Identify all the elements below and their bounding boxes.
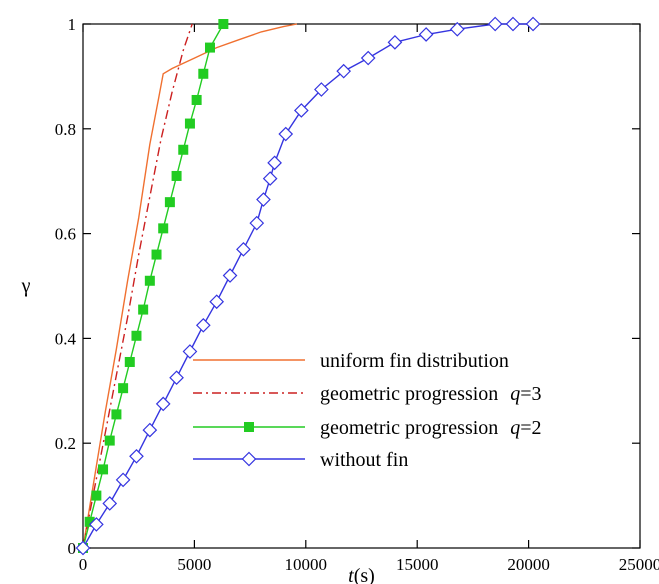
data-point-marker <box>142 422 158 438</box>
data-point-marker <box>278 126 294 142</box>
x-axis-label-symbol: t <box>348 565 354 584</box>
x-tick-label: 0 <box>79 555 88 574</box>
data-point-marker <box>249 215 265 231</box>
data-point-marker <box>164 197 175 208</box>
data-point-marker <box>487 16 503 32</box>
series <box>75 16 541 556</box>
x-tick-label: 5000 <box>177 555 211 574</box>
data-point-marker <box>256 192 271 207</box>
data-point-marker <box>171 170 182 181</box>
legend-entry: geometric progression q=2 <box>193 417 542 439</box>
legend-label: geometric progression q=3 <box>320 383 542 405</box>
data-point-marker <box>131 330 142 341</box>
series <box>82 23 193 549</box>
data-point-marker <box>336 63 352 79</box>
y-axis-label: γ <box>21 275 31 297</box>
series-line <box>82 23 534 549</box>
x-axis-label: t(s) <box>348 565 375 584</box>
series-line <box>82 23 193 549</box>
data-point-marker <box>209 294 225 310</box>
legend-label: without fin <box>320 449 408 471</box>
data-point-marker <box>262 171 278 186</box>
data-point-marker <box>129 448 144 464</box>
legend: uniform fin distribution geometric progre… <box>193 350 542 471</box>
data-point-marker <box>91 490 102 501</box>
data-point-marker <box>124 356 135 367</box>
plot-area <box>82 23 641 549</box>
data-point-marker <box>118 383 129 394</box>
x-tick-label: 15000 <box>396 555 439 574</box>
legend-entry: uniform fin distribution <box>193 350 509 372</box>
data-point-marker <box>98 464 109 475</box>
data-point-marker <box>387 34 403 50</box>
data-point-marker <box>182 344 198 359</box>
legend-label: geometric progression q=2 <box>320 417 542 439</box>
x-axis-label-unit: (s) <box>354 565 375 584</box>
data-point-marker <box>191 94 202 105</box>
y-tick-label: 0.6 <box>55 225 76 244</box>
data-point-marker <box>244 422 254 432</box>
y-tick-label: 1 <box>68 15 77 34</box>
x-tick-label: 10000 <box>285 555 328 574</box>
x-tick-label: 25000 <box>619 555 659 574</box>
series-layer <box>75 16 541 556</box>
axis-ticks: 0 5000 10000 15000 20000 25000 0 0.2 0.4 0.6 0.8 1 <box>55 15 659 574</box>
y-tick-label: 0 <box>68 539 77 558</box>
data-point-marker <box>115 472 131 488</box>
data-point-marker <box>144 275 155 286</box>
data-point-marker <box>184 118 195 129</box>
data-point-marker <box>293 103 309 118</box>
data-point-marker <box>75 540 91 556</box>
data-point-marker <box>525 16 541 32</box>
data-point-marker <box>111 409 122 420</box>
y-tick-label: 0.4 <box>55 329 77 348</box>
data-point-marker <box>178 144 189 155</box>
data-point-marker <box>241 451 257 467</box>
legend-label: uniform fin distribution <box>320 350 509 372</box>
data-point-marker <box>104 435 115 446</box>
legend-entry: without fin <box>193 449 408 471</box>
data-point-marker <box>169 370 184 386</box>
y-tick-label: 0.8 <box>55 120 76 139</box>
series-line <box>82 23 298 549</box>
data-point-marker <box>449 21 465 37</box>
y-tick-label: 0.2 <box>55 434 76 453</box>
data-point-marker <box>198 68 209 79</box>
data-point-marker <box>138 304 149 315</box>
data-point-marker <box>195 317 211 333</box>
data-point-marker <box>204 42 215 53</box>
series <box>78 19 229 553</box>
data-point-marker <box>314 82 329 97</box>
data-point-marker <box>267 155 282 171</box>
data-point-marker <box>505 16 521 32</box>
data-point-marker <box>218 19 229 29</box>
data-point-marker <box>102 496 118 511</box>
legend-entry: geometric progression q=3 <box>193 383 542 405</box>
data-point-marker <box>222 268 238 283</box>
data-point-marker <box>155 396 171 412</box>
data-point-marker <box>418 27 434 42</box>
data-point-marker <box>158 223 169 234</box>
data-point-marker <box>151 249 162 260</box>
x-tick-label: 20000 <box>507 555 550 574</box>
series <box>82 23 298 549</box>
data-point-marker <box>89 517 104 532</box>
data-point-marker <box>360 50 376 66</box>
data-point-marker <box>236 241 251 257</box>
